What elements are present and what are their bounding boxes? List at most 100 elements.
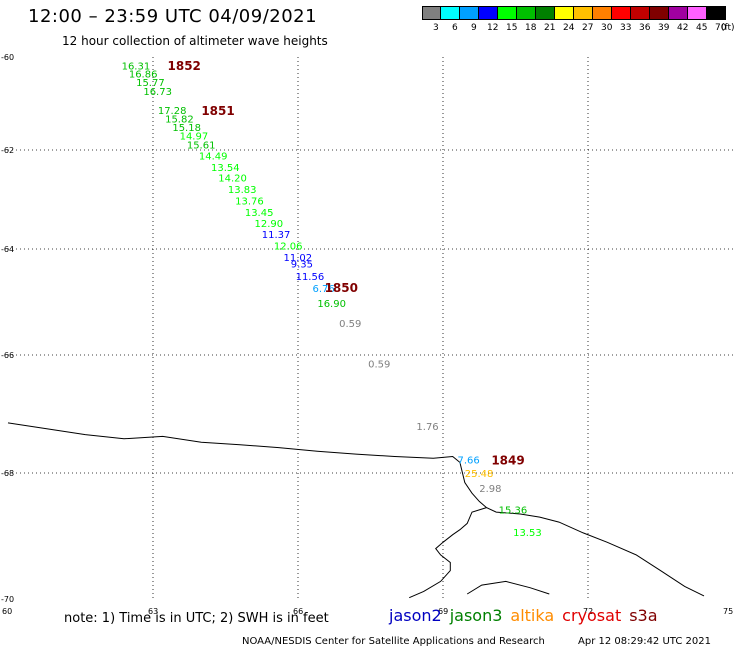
wave-height-label: 13.76 — [235, 196, 264, 207]
satellite-name: cryosat — [562, 606, 622, 625]
legend-label: 42 — [677, 23, 689, 33]
longitude-tick-label: 63 — [148, 607, 158, 616]
coastline — [7, 422, 705, 599]
legend-label: 6 — [452, 23, 458, 33]
footer-note: note: 1) Time is in UTC; 2) SWH is in fe… — [64, 611, 329, 626]
wave-height-label: 16.86 — [129, 70, 158, 81]
wave-height-label: 9.35 — [291, 259, 313, 270]
legend-label: 70 — [715, 23, 727, 33]
legend-label: 33 — [620, 23, 632, 33]
wave-height-label: 13.45 — [245, 208, 274, 219]
orbit-number-label: 1849 — [491, 453, 524, 467]
wave-height-label: 15.36 — [499, 506, 528, 517]
legend-swatch — [574, 6, 593, 20]
wave-height-label: 14.97 — [180, 132, 209, 143]
coastline-segment — [466, 580, 550, 595]
legend-swatch — [517, 6, 536, 20]
legend-swatch — [422, 6, 441, 20]
legend-label: 39 — [658, 23, 670, 33]
wave-height-label: 6.76 — [313, 284, 335, 295]
wave-height-label: 7.66 — [458, 455, 480, 466]
legend-label: 15 — [506, 23, 518, 33]
wave-height-label: 13.53 — [513, 528, 542, 539]
latitude-tick-label: -62 — [1, 146, 14, 155]
wave-height-label: 11.56 — [296, 272, 325, 283]
credit-line: NOAA/NESDIS Center for Satellite Applica… — [242, 636, 545, 647]
longitude-tick-label: 69 — [438, 607, 448, 616]
coastline-segment — [409, 507, 487, 599]
legend-unit: (ft) — [721, 23, 735, 33]
wave-height-label: 16.90 — [317, 299, 346, 310]
longitude-tick-label: 66 — [293, 607, 303, 616]
satellite-key: jason2 jason3 altika cryosat s3a — [389, 606, 666, 625]
wave-height-label: 0.59 — [368, 359, 390, 370]
orbit-number-label: 1851 — [201, 104, 234, 118]
legend-label: 12 — [487, 23, 499, 33]
wave-height-label: 13.83 — [228, 185, 257, 196]
wave-height-label: 12.06 — [274, 242, 303, 253]
wave-height-label: 14.49 — [199, 151, 228, 162]
coastline-segment — [7, 422, 705, 597]
wave-height-label: 15.18 — [172, 123, 201, 134]
wave-height-label: 13.54 — [211, 163, 240, 174]
map-subtitle: 12 hour collection of altimeter wave hei… — [62, 34, 328, 48]
latitude-tick-label: -66 — [1, 351, 14, 360]
wave-height-label: 0.59 — [339, 319, 361, 330]
latitude-tick-label: -60 — [1, 53, 14, 62]
wave-height-label: 17.28 — [158, 106, 187, 117]
legend-label: 24 — [563, 23, 575, 33]
wave-height-label: 1.76 — [416, 422, 438, 433]
color-legend: 3 6 9 12 15 18 21 24 27 30 33 36 39 42 45 70 (ft) — [422, 6, 737, 36]
legend-swatch — [441, 6, 460, 20]
wave-height-label: 15.82 — [165, 114, 194, 125]
wave-height-label: 12.90 — [255, 219, 284, 230]
legend-swatch — [612, 6, 631, 20]
legend-label: 9 — [471, 23, 477, 33]
map-title: 12:00 – 23:59 UTC 04/09/2021 — [28, 6, 318, 27]
legend-swatch — [555, 6, 574, 20]
longitude-tick-label: 72 — [583, 607, 593, 616]
satellite-name: altika — [510, 606, 555, 625]
wave-height-label: 11.37 — [262, 230, 291, 241]
legend-swatch — [498, 6, 517, 20]
legend-border — [422, 6, 726, 20]
longitude-tick-label: 75 — [723, 607, 733, 616]
latitude-tick-label: -64 — [1, 245, 14, 254]
latitude-tick-label: -68 — [1, 469, 14, 478]
legend-swatch — [669, 6, 688, 20]
generated-timestamp: Apr 12 08:29:42 UTC 2021 — [578, 636, 711, 647]
wave-height-label: 15.77 — [136, 78, 165, 89]
legend-swatch — [536, 6, 555, 20]
legend-label: 45 — [696, 23, 708, 33]
legend-swatch — [688, 6, 707, 20]
wave-height-label: 2.98 — [479, 484, 501, 495]
wave-height-label: 16.31 — [122, 61, 151, 72]
axis-labels: -60 -62 -64 -66 -68 -70 60 63 66 69 72 75 — [1, 53, 733, 616]
orbit-number-label: 1850 — [325, 281, 358, 295]
wave-height-label: 16.73 — [143, 87, 172, 98]
lat-lon-grid — [8, 57, 733, 599]
legend-swatch — [460, 6, 479, 20]
satellite-name: s3a — [629, 606, 658, 625]
legend-swatch — [631, 6, 650, 20]
wave-height-label: 11.02 — [284, 253, 313, 264]
legend-swatch — [650, 6, 669, 20]
legend-label: 30 — [601, 23, 613, 33]
legend-label: 36 — [639, 23, 651, 33]
legend-label: 3 — [433, 23, 439, 33]
wave-height-label: 14.20 — [218, 174, 247, 185]
wave-height-label: 25.48 — [465, 469, 494, 480]
satellite-name: jason2 — [389, 606, 442, 625]
longitude-tick-label: 60 — [2, 607, 12, 616]
latitude-tick-label: -70 — [1, 595, 14, 604]
legend-label: 18 — [525, 23, 537, 33]
orbit-labels: 1852 1851 1850 1849 — [168, 59, 525, 468]
legend-swatch — [593, 6, 612, 20]
wave-height-label: 15.61 — [187, 140, 216, 151]
orbit-number-label: 1852 — [168, 59, 201, 73]
satellite-name: jason3 — [449, 606, 503, 625]
legend-swatch — [479, 6, 498, 20]
legend-label: 21 — [544, 23, 556, 33]
